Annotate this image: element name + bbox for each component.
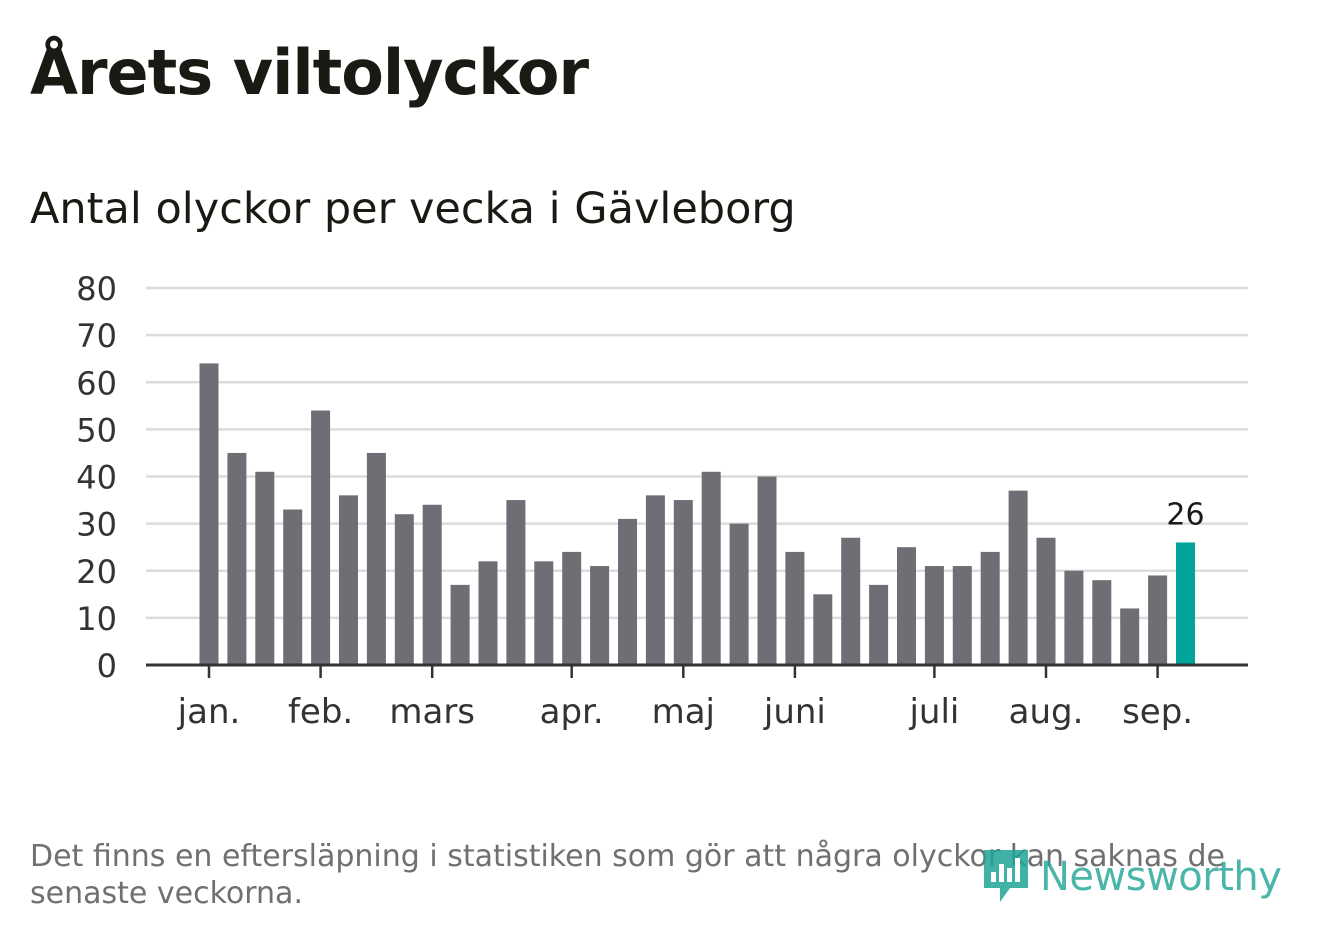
chart-subtitle: Antal olyckor per vecka i Gävleborg bbox=[30, 184, 796, 234]
bar bbox=[1008, 490, 1028, 665]
bar bbox=[1036, 537, 1056, 665]
bar bbox=[339, 495, 358, 665]
y-tick-label: 10 bbox=[76, 600, 117, 638]
bar bbox=[785, 551, 805, 665]
x-tick-label: apr. bbox=[540, 692, 604, 732]
bar bbox=[924, 566, 944, 665]
bar bbox=[673, 500, 693, 665]
y-tick-label: 80 bbox=[76, 270, 117, 308]
bar bbox=[1064, 570, 1084, 665]
bars bbox=[199, 363, 1195, 665]
data-labels: 26 bbox=[1166, 497, 1204, 532]
x-tick-label: feb. bbox=[288, 692, 353, 732]
bar bbox=[199, 363, 219, 665]
bar bbox=[506, 500, 526, 665]
bar bbox=[562, 551, 582, 665]
bar bbox=[1120, 608, 1140, 665]
x-tick-label: jan. bbox=[177, 692, 241, 732]
bar bbox=[227, 452, 247, 665]
bar-highlighted bbox=[1176, 542, 1195, 665]
bar bbox=[1092, 580, 1112, 665]
bar bbox=[645, 495, 665, 665]
bar bbox=[952, 566, 972, 665]
x-axis-ticks: jan. feb. mars apr. maj juni juli aug. sep. bbox=[177, 665, 1193, 732]
bar bbox=[897, 547, 916, 665]
x-tick-label: juli bbox=[908, 692, 959, 732]
bar bbox=[394, 514, 414, 665]
y-tick-label: 70 bbox=[76, 317, 117, 355]
x-tick-label: maj bbox=[652, 692, 715, 732]
x-tick-label: sep. bbox=[1122, 692, 1193, 732]
bar bbox=[841, 537, 861, 665]
x-tick-label: mars bbox=[389, 692, 475, 732]
y-axis-tick-labels: 0 10 20 30 40 50 60 70 80 bbox=[76, 270, 117, 685]
bar bbox=[757, 476, 777, 665]
y-tick-label: 50 bbox=[76, 411, 117, 449]
x-tick-label: juni bbox=[763, 692, 826, 732]
bar bbox=[534, 561, 554, 665]
newsworthy-logo: Newsworthy bbox=[980, 846, 1282, 908]
x-tick-label: aug. bbox=[1009, 692, 1084, 732]
bar bbox=[311, 410, 331, 665]
bar bbox=[422, 504, 442, 665]
y-tick-label: 30 bbox=[76, 506, 117, 544]
y-tick-label: 40 bbox=[76, 459, 117, 497]
bar bbox=[478, 561, 498, 665]
y-tick-label: 0 bbox=[97, 647, 117, 685]
bar bbox=[869, 584, 889, 665]
bar bbox=[283, 509, 303, 665]
y-tick-label: 60 bbox=[76, 364, 117, 402]
bar-chart: 0 10 20 30 40 50 60 70 80 jan. feb. mars apr. maj jun… bbox=[76, 270, 1248, 732]
bar bbox=[255, 471, 275, 665]
bar bbox=[980, 551, 1000, 665]
bar bbox=[729, 523, 749, 665]
brand-name: Newsworthy bbox=[1040, 854, 1282, 900]
bar bbox=[366, 452, 386, 665]
bar bbox=[450, 584, 470, 665]
data-label-latest: 26 bbox=[1166, 497, 1204, 532]
chart-title: Årets viltolyckor bbox=[30, 36, 589, 109]
bar bbox=[813, 594, 833, 665]
bar bbox=[618, 518, 637, 665]
bar bbox=[590, 566, 610, 665]
bar bbox=[1148, 575, 1168, 665]
bar bbox=[701, 471, 721, 665]
y-tick-label: 20 bbox=[76, 553, 117, 591]
bar-chart-speech-bubble-icon bbox=[984, 850, 1028, 902]
